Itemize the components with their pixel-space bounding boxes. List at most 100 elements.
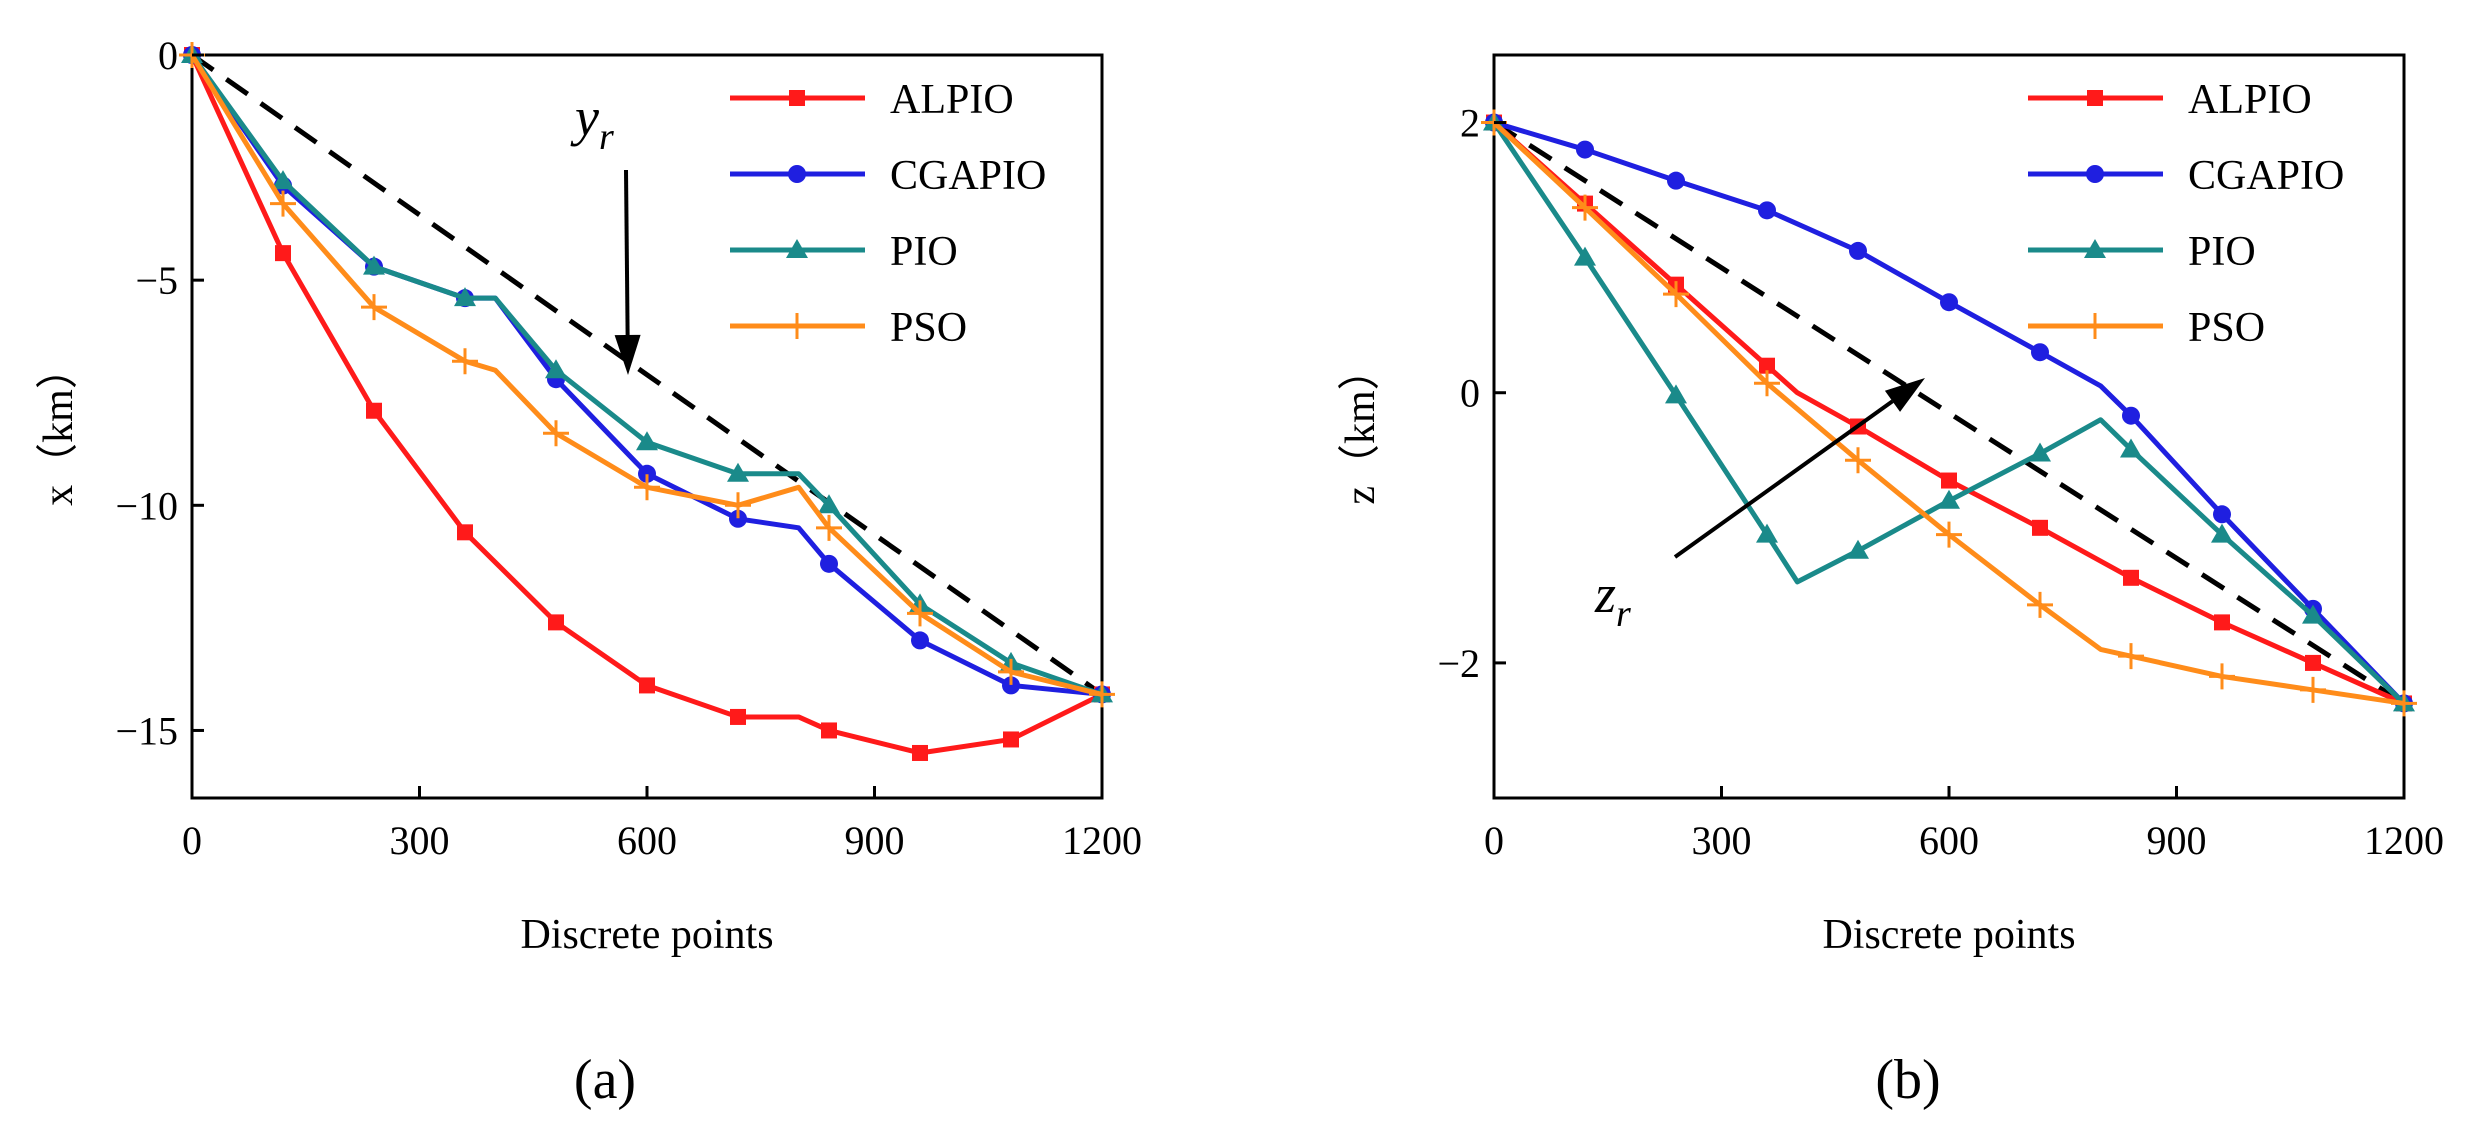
data-point-alpio xyxy=(1941,472,1957,489)
data-point-alpio xyxy=(366,402,382,419)
y-tick-label: −10 xyxy=(115,483,178,528)
x-axis-label-a: Discrete points xyxy=(520,912,773,958)
legend-label-pio: PIO xyxy=(2188,229,2256,275)
data-point-cgapio xyxy=(1576,140,1594,159)
data-point-pso xyxy=(2118,643,2144,670)
data-point-alpio xyxy=(548,614,564,631)
data-point-pso xyxy=(452,348,478,375)
data-point-pio xyxy=(1847,539,1869,559)
legend-label-alpio: ALPIO xyxy=(2188,77,2312,123)
data-point-pso xyxy=(2027,591,2053,618)
series-group-b xyxy=(1481,109,2417,717)
data-point-pio xyxy=(1756,523,1778,543)
data-point-cgapio xyxy=(2213,505,2231,524)
annotation-text: yr xyxy=(570,87,614,158)
legend-label-pso: PSO xyxy=(2188,305,2265,351)
chart-panel-b: 0 300 600 900 1200 2 0 −2 ALPIO CGAPIO PIO PSO Dis… xyxy=(1338,53,2444,1111)
legend-label-cgapio: CGAPIO xyxy=(2188,153,2344,199)
annotation-arrow-head xyxy=(1884,378,1925,412)
legend-marker-alpio xyxy=(789,90,805,106)
legend-marker-cgapio xyxy=(2086,165,2104,183)
legend-label-alpio: ALPIO xyxy=(890,77,1014,123)
panel-label-b: (b) xyxy=(1875,1049,1940,1111)
data-point-pso xyxy=(1572,194,1598,221)
annotation-arrow-shaft xyxy=(1673,399,1894,559)
y-axis-label-b: z（km） xyxy=(1338,348,1384,504)
data-point-cgapio xyxy=(1849,241,1867,260)
x-tick-label: 1200 xyxy=(2364,818,2444,863)
series-line-alpio xyxy=(189,53,1104,756)
data-point-pso xyxy=(543,420,569,447)
data-point-pio xyxy=(545,359,567,379)
x-tick-label: 300 xyxy=(390,818,450,863)
y-tick-label: −5 xyxy=(135,258,178,303)
x-tick-label: 0 xyxy=(1484,818,1504,863)
legend-marker-pso xyxy=(784,313,810,339)
data-point-pso xyxy=(816,514,842,541)
ticks-a: 0 300 600 900 1200 0 −5 −10 −15 xyxy=(115,33,1142,863)
legend-marker-alpio xyxy=(2087,90,2103,106)
x-axis-label-b: Discrete points xyxy=(1822,912,2075,958)
y-tick-label: 0 xyxy=(158,33,178,78)
data-point-alpio xyxy=(912,744,928,761)
x-tick-label: 600 xyxy=(617,818,677,863)
reference-line xyxy=(190,52,1104,697)
data-point-pio xyxy=(2029,442,2051,462)
data-point-cgapio xyxy=(2031,343,2049,362)
data-point-cgapio xyxy=(1758,201,1776,220)
data-point-pio xyxy=(2120,438,2142,458)
data-point-cgapio xyxy=(1002,676,1020,695)
data-point-pso xyxy=(1936,521,1962,548)
data-point-pso xyxy=(1754,370,1780,397)
ticks-b: 0 300 600 900 1200 2 0 −2 xyxy=(1437,101,2444,863)
data-point-pso xyxy=(1089,681,1115,708)
data-point-alpio xyxy=(2214,614,2230,631)
y-tick-label: −15 xyxy=(115,708,178,753)
legend-b: ALPIO CGAPIO PIO PSO xyxy=(2028,77,2344,351)
legend-marker-pso xyxy=(2082,313,2108,339)
legend-label-cgapio: CGAPIO xyxy=(890,153,1046,199)
reference-line xyxy=(1492,120,2406,706)
legend-label-pso: PSO xyxy=(890,305,967,351)
data-point-pso xyxy=(907,600,933,627)
legend-marker-pio xyxy=(2084,239,2106,258)
data-point-cgapio xyxy=(1940,293,1958,312)
data-point-pio xyxy=(2211,523,2233,543)
series-line-cgapio xyxy=(1493,120,2406,706)
data-point-cgapio xyxy=(820,554,838,573)
panel-label-a: (a) xyxy=(574,1049,636,1111)
data-point-pio xyxy=(272,170,294,190)
data-point-pio xyxy=(454,287,476,307)
data-point-pio xyxy=(1938,489,1960,509)
data-point-pio xyxy=(727,462,749,482)
annotation-arrow-head xyxy=(614,334,641,375)
data-point-pso xyxy=(361,294,387,321)
x-tick-label: 0 xyxy=(182,818,202,863)
data-point-cgapio xyxy=(638,464,656,483)
data-point-pso xyxy=(998,658,1024,685)
data-point-pio xyxy=(636,431,658,451)
annotation-zr: zr xyxy=(1594,378,1925,635)
series-group-a xyxy=(179,42,1115,761)
annotation-yr: yr xyxy=(570,87,641,375)
y-axis-label-a: x（km） xyxy=(36,347,82,506)
data-point-alpio xyxy=(2123,569,2139,586)
data-point-pso xyxy=(2391,690,2417,717)
data-point-alpio xyxy=(639,677,655,694)
series-line-alpio xyxy=(1492,120,2406,706)
data-point-cgapio xyxy=(729,509,747,528)
y-tick-label: 2 xyxy=(1460,101,1480,146)
data-point-pio xyxy=(818,494,840,514)
data-point-pso xyxy=(2300,676,2326,703)
data-point-pio xyxy=(1574,246,1596,266)
x-tick-label: 300 xyxy=(1692,818,1752,863)
data-point-alpio xyxy=(2032,519,2048,536)
data-point-pio xyxy=(2302,604,2324,624)
data-point-pso xyxy=(270,190,296,217)
data-point-pso xyxy=(1845,447,1871,474)
data-point-pso xyxy=(1663,281,1689,308)
data-point-alpio xyxy=(457,524,473,541)
y-tick-label: 0 xyxy=(1460,371,1480,416)
data-point-pso xyxy=(725,492,751,519)
annotation-text: zr xyxy=(1594,564,1631,635)
